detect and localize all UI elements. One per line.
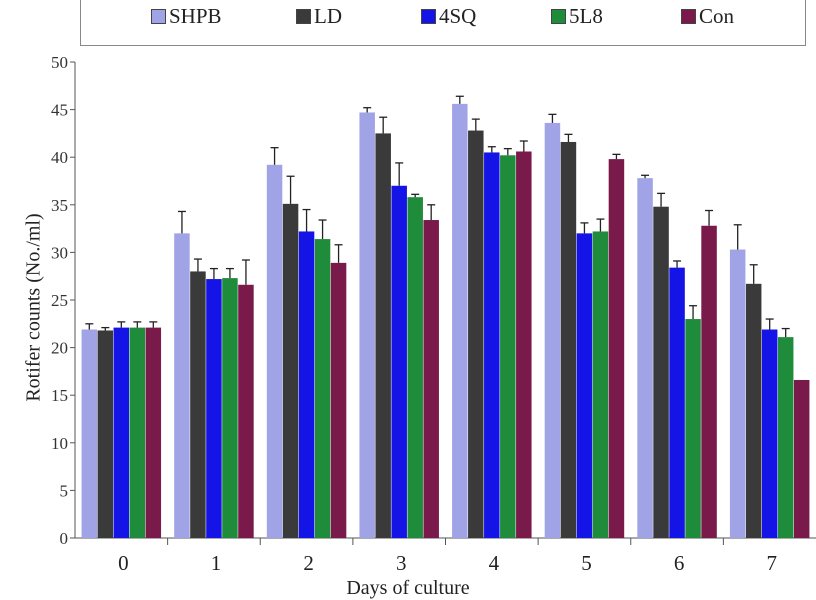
legend-label: 4SQ bbox=[439, 4, 477, 28]
legend: SHPB LD 4SQ 5L8 Con bbox=[80, 0, 806, 46]
bar-shpb bbox=[359, 112, 375, 539]
bar-con bbox=[330, 262, 347, 538]
bar-ld bbox=[560, 141, 577, 538]
y-tick-label: 0 bbox=[60, 529, 69, 548]
legend-item: 5L8 bbox=[551, 4, 603, 29]
y-tick-label: 20 bbox=[51, 339, 68, 358]
x-tick-label: 5 bbox=[581, 551, 592, 575]
legend-swatch bbox=[551, 9, 566, 24]
x-tick-label: 1 bbox=[211, 551, 222, 575]
bar-shpb bbox=[174, 233, 190, 539]
legend-item: SHPB bbox=[151, 4, 222, 29]
x-tick-label: 3 bbox=[396, 551, 407, 575]
bar-ld bbox=[190, 271, 206, 538]
bar-4sq bbox=[206, 279, 222, 538]
y-tick-label: 15 bbox=[51, 386, 68, 405]
bar-ld bbox=[282, 203, 299, 538]
legend-swatch bbox=[151, 9, 166, 24]
legend-label: 5L8 bbox=[569, 4, 603, 28]
bar-ld bbox=[653, 206, 669, 539]
bar-4sq bbox=[484, 152, 500, 538]
bar-shpb bbox=[266, 164, 283, 539]
y-tick-label: 50 bbox=[51, 53, 68, 72]
legend-item: Con bbox=[681, 4, 734, 29]
bar-shpb bbox=[729, 249, 746, 538]
legend-swatch bbox=[296, 9, 311, 24]
bar-5l8 bbox=[407, 197, 423, 538]
x-tick-label: 4 bbox=[489, 551, 500, 575]
bar-5l8 bbox=[685, 319, 701, 538]
bar-5l8 bbox=[777, 337, 794, 538]
x-axis-label: Days of culture bbox=[346, 577, 470, 599]
y-tick-label: 5 bbox=[60, 481, 69, 500]
y-tick-label: 10 bbox=[51, 434, 68, 453]
bar-con bbox=[145, 327, 162, 538]
bar-5l8 bbox=[129, 327, 146, 538]
legend-swatch bbox=[421, 9, 436, 24]
bar-con bbox=[423, 220, 439, 539]
legend-item: LD bbox=[296, 4, 342, 29]
bars bbox=[81, 95, 810, 539]
bar-ld bbox=[468, 130, 484, 538]
bar-shpb bbox=[544, 122, 561, 538]
bar-4sq bbox=[761, 329, 778, 538]
legend-label: LD bbox=[314, 4, 342, 28]
bar-ld bbox=[745, 283, 762, 538]
bar-4sq bbox=[113, 327, 130, 538]
y-tick-label: 40 bbox=[51, 148, 68, 167]
x-tick-label: 0 bbox=[118, 551, 129, 575]
bar-shpb bbox=[452, 103, 468, 538]
bar-5l8 bbox=[500, 155, 516, 538]
bar-4sq bbox=[298, 231, 315, 538]
bar-4sq bbox=[576, 233, 593, 539]
y-axis-label: Rotifer counts (No./ml) bbox=[22, 213, 45, 402]
bar-5l8 bbox=[222, 278, 238, 538]
bar-4sq bbox=[669, 267, 685, 538]
legend-item: 4SQ bbox=[421, 4, 476, 29]
bar-con bbox=[701, 225, 717, 538]
bar-5l8 bbox=[314, 239, 331, 538]
bar-con bbox=[238, 284, 254, 538]
bar-5l8 bbox=[592, 231, 609, 538]
x-tick-label: 2 bbox=[303, 551, 314, 575]
legend-swatch bbox=[681, 9, 696, 24]
y-tick-label: 25 bbox=[51, 291, 68, 310]
bar-ld bbox=[97, 330, 114, 538]
y-tick-label: 35 bbox=[51, 196, 68, 215]
bar-shpb bbox=[637, 178, 653, 539]
bar-shpb bbox=[81, 329, 98, 538]
y-tick-label: 45 bbox=[51, 101, 68, 120]
bar-con bbox=[608, 159, 625, 538]
y-tick-label: 30 bbox=[51, 243, 68, 262]
legend-label: Con bbox=[699, 4, 735, 28]
bar-4sq bbox=[391, 185, 407, 538]
legend-label: SHPB bbox=[169, 4, 222, 28]
x-tick-label: 6 bbox=[674, 551, 685, 575]
bar-ld bbox=[375, 133, 391, 538]
bar-con bbox=[793, 379, 810, 538]
bar-con bbox=[516, 151, 532, 538]
x-tick-label: 7 bbox=[766, 551, 777, 575]
